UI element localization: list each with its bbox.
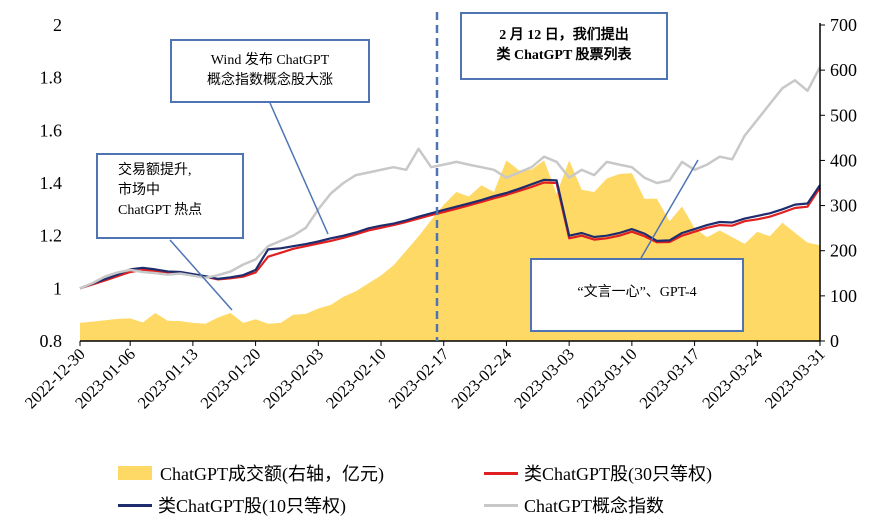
right-y-tick-label: 200 xyxy=(830,241,857,261)
legend-swatch-volume xyxy=(118,466,152,480)
legend-item-navy: 类ChatGPT股(10只等权) xyxy=(118,493,346,517)
x-tick-label: 2023-03-10 xyxy=(573,344,641,412)
x-tick-label: 2023-03-31 xyxy=(761,344,829,412)
left-y-tick-label: 1.4 xyxy=(40,173,63,193)
x-tick-label: 2023-03-03 xyxy=(510,344,578,412)
feb12-annotation-box: 2 月 12 日，我们提出 类 ChatGPT 股票列表 xyxy=(460,12,668,80)
trade-callout-line xyxy=(169,239,233,311)
legend-swatch-red xyxy=(484,471,518,475)
right-y-tick-label: 400 xyxy=(830,150,857,170)
wind-callout-line xyxy=(269,102,329,235)
x-tick-label: 2023-01-13 xyxy=(134,344,202,412)
left-y-tick-label: 2 xyxy=(53,15,62,35)
wind-annotation-box: Wind 发布 ChatGPT 概念指数概念股大涨 xyxy=(170,39,370,103)
right-y-tick-label: 300 xyxy=(830,196,857,216)
gpt4-callout-line xyxy=(640,159,699,259)
legend-item-red: 类ChatGPT股(30只等权) xyxy=(484,461,712,485)
feb12-annotation-line2: 类 ChatGPT 股票列表 xyxy=(496,48,632,63)
legend-label-navy: 类ChatGPT股(10只等权) xyxy=(158,496,346,516)
x-tick-label: 2023-03-17 xyxy=(636,344,704,412)
right-y-tick-label: 100 xyxy=(830,286,857,306)
left-y-tick-label: 0.8 xyxy=(40,331,63,351)
x-tick-label: 2023-02-24 xyxy=(447,344,515,412)
legend-label-gray: ChatGPT概念指数 xyxy=(524,496,665,516)
wind-annotation-line1: Wind 发布 ChatGPT xyxy=(210,53,330,68)
axis-layer xyxy=(79,23,825,346)
series-line-navy xyxy=(79,178,821,290)
legend-label-red: 类ChatGPT股(30只等权) xyxy=(524,464,712,484)
x-tick-label: 2023-02-03 xyxy=(259,344,327,412)
trade-annotation-line3: ChatGPT 热点 xyxy=(118,203,203,218)
left-y-tick-label: 1 xyxy=(53,278,62,298)
legend: ChatGPT成交额(右轴，亿元) 类ChatGPT股(30只等权) 类Chat… xyxy=(0,455,894,522)
legend-swatch-gray xyxy=(484,503,518,507)
trade-annotation-line1: 交易额提升, xyxy=(118,163,192,178)
trade-annotation-line2: 市场中 xyxy=(118,183,160,198)
left-y-tick-label: 1.6 xyxy=(40,120,63,140)
x-tick-label: 2023-01-20 xyxy=(197,344,265,412)
left-y-tick-label: 1.2 xyxy=(40,226,63,246)
legend-label-volume: ChatGPT成交额(右轴，亿元) xyxy=(160,464,384,484)
trade-annotation-box: 交易额提升, 市场中 ChatGPT 热点 xyxy=(96,153,244,239)
legend-swatch-navy xyxy=(118,503,152,507)
x-tick-label: 2023-02-10 xyxy=(322,344,390,412)
x-tick-label: 2023-03-24 xyxy=(698,344,766,412)
feb12-annotation-line1: 2 月 12 日，我们提出 xyxy=(499,28,629,43)
right-y-tick-label: 600 xyxy=(830,60,857,80)
gpt4-annotation-box: “文言一心”、GPT-4 xyxy=(530,258,744,332)
right-y-tick-label: 0 xyxy=(830,331,839,351)
left-y-tick-label: 1.8 xyxy=(40,68,63,88)
x-tick-label: 2023-02-17 xyxy=(385,344,453,412)
right-y-tick-label: 700 xyxy=(830,15,857,35)
right-y-tick-label: 500 xyxy=(830,105,857,125)
wind-annotation-line2: 概念指数概念股大涨 xyxy=(207,73,333,88)
legend-item-gray: ChatGPT概念指数 xyxy=(484,493,664,517)
legend-item-volume: ChatGPT成交额(右轴，亿元) xyxy=(118,461,384,485)
gpt4-annotation-text: “文言一心”、GPT-4 xyxy=(577,285,697,300)
